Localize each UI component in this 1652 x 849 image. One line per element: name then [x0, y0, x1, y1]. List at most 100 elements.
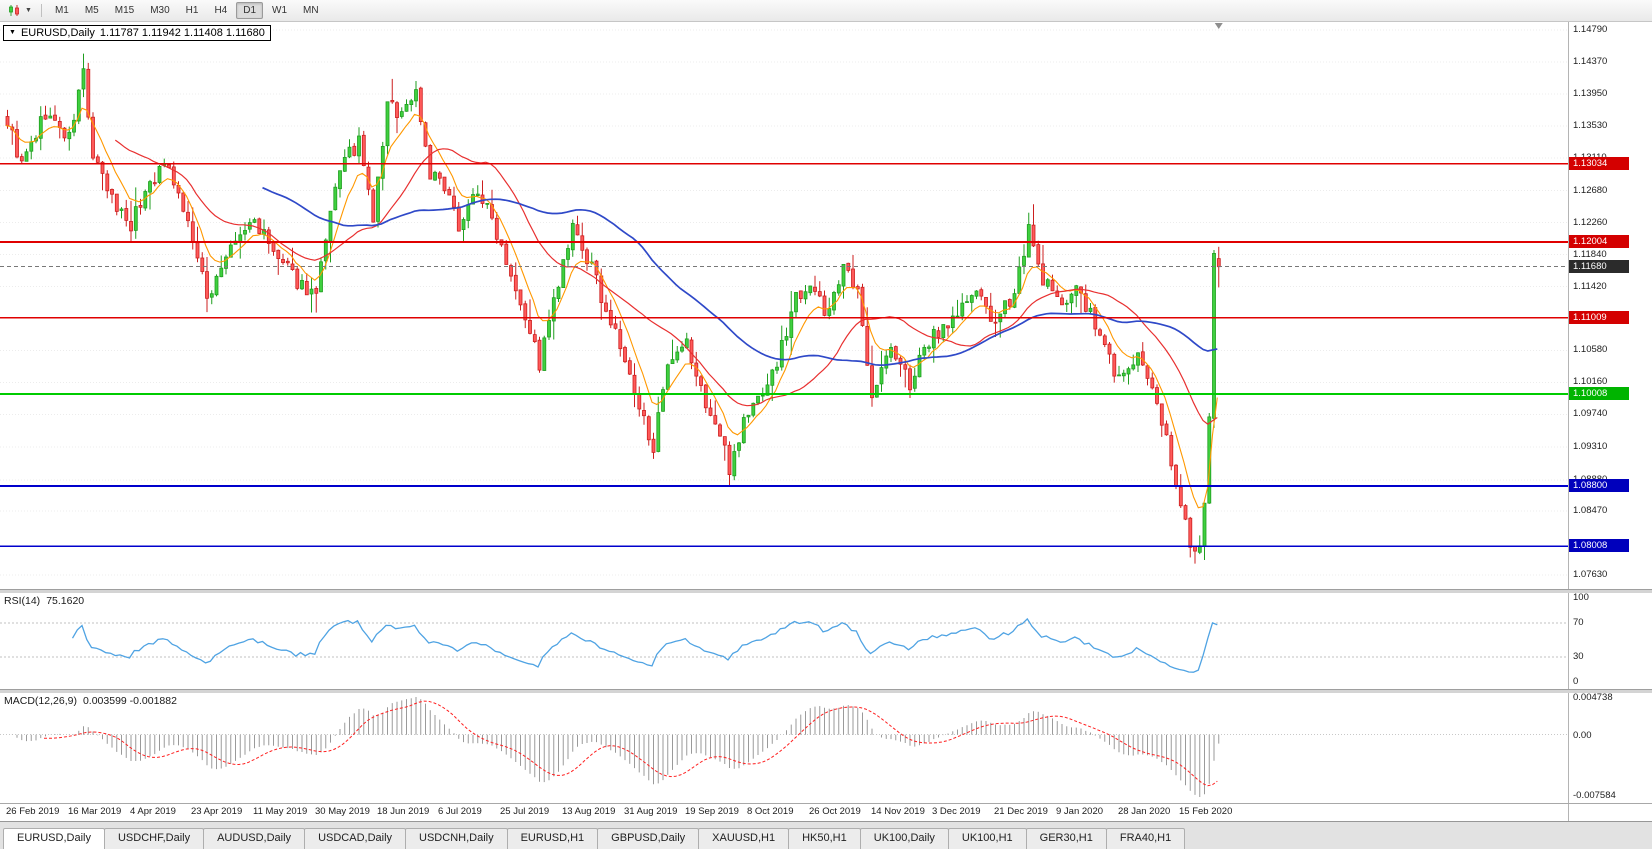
chart-tab-fra40-h1[interactable]: FRA40,H1 [1105, 828, 1186, 849]
candlestick-chart-icon [9, 5, 19, 16]
price-level-badge[interactable]: 1.08800 [1569, 478, 1629, 492]
rsi-value: 75.1620 [46, 595, 85, 607]
macd-axis[interactable]: 0.004738 0.00 -0.007584 [1569, 693, 1652, 803]
current-price-badge: 1.11680 [1569, 259, 1629, 273]
timeframe-button-M30[interactable]: M30 [150, 5, 170, 16]
chart-tab-audusd-daily[interactable]: AUDUSD,Daily [203, 828, 306, 849]
timeframe-button-W1[interactable]: W1 [272, 5, 288, 16]
price-tick: 1.10580 [1573, 344, 1608, 356]
timeframe-button-M5[interactable]: M5 [84, 5, 99, 16]
macd-tick: 0.00 [1573, 729, 1592, 741]
date-label: 13 Aug 2019 [562, 806, 616, 817]
date-label: 8 Oct 2019 [747, 806, 794, 817]
ma-line-sma55[interactable] [262, 186, 1218, 366]
macd-pane: MACD(12,26,9) 0.003599 -0.001882 0.004738… [0, 693, 1652, 803]
date-label: 11 May 2019 [253, 806, 308, 817]
macd-signal-line [44, 700, 1218, 787]
date-label: 28 Jan 2020 [1118, 806, 1171, 817]
chart-tab-gbpusd-daily[interactable]: GBPUSD,Daily [597, 828, 700, 849]
macd-chart-canvas[interactable]: MACD(12,26,9) 0.003599 -0.001882 [0, 693, 1569, 803]
price-tick: 1.11840 [1573, 248, 1607, 260]
macd-histogram [11, 697, 1220, 797]
price-level-badge[interactable]: 1.11009 [1569, 310, 1629, 324]
rsi-macd-divider[interactable] [0, 689, 1652, 693]
chart-type-dropdown[interactable]: ▼ [4, 2, 36, 19]
macd-values: 0.003599 -0.001882 [82, 695, 177, 707]
price-tick: 1.10160 [1573, 376, 1608, 388]
axis-corner [1569, 804, 1652, 821]
timeframe-button-H1[interactable]: H1 [185, 5, 199, 16]
date-label: 6 Jul 2019 [438, 806, 482, 817]
macd-label: MACD(12,26,9) 0.003599 -0.001882 [4, 695, 177, 707]
chart-tab-uk100-h1[interactable]: UK100,H1 [947, 828, 1027, 849]
date-axis-row: 26 Feb 2019 16 Mar 2019 4 Apr 2019 23 Apr 2… [0, 803, 1652, 821]
date-label: 23 Apr 2019 [191, 806, 243, 817]
chart-tab-hk50-h1[interactable]: HK50,H1 [788, 828, 861, 849]
timeframe-button-MN[interactable]: MN [303, 5, 319, 16]
price-tick: 1.13530 [1573, 119, 1608, 131]
date-label: 26 Oct 2019 [809, 806, 861, 817]
date-label: 26 Feb 2019 [6, 806, 60, 817]
date-axis[interactable]: 26 Feb 2019 16 Mar 2019 4 Apr 2019 23 Apr 2… [0, 804, 1569, 821]
chart-tab-eurusd-h1[interactable]: EURUSD,H1 [506, 828, 599, 849]
price-tick: 1.12680 [1573, 184, 1608, 196]
candles [5, 53, 1221, 564]
date-label: 9 Jan 2020 [1056, 806, 1104, 817]
chart-tab-eurusd-daily[interactable]: EURUSD,Daily [3, 828, 105, 849]
macd-tick: -0.007584 [1573, 790, 1616, 801]
price-axis[interactable]: 1.147901.143701.139501.135301.131101.126… [1569, 22, 1652, 589]
chevron-down-icon: ▼ [25, 7, 32, 14]
price-rsi-divider[interactable] [0, 589, 1652, 593]
chart-tab-usdchf-daily[interactable]: USDCHF,Daily [103, 828, 205, 849]
timeframe-button-H4[interactable]: H4 [214, 5, 228, 16]
timeframe-button-M1[interactable]: M1 [54, 5, 69, 16]
rsi-svg [0, 617, 1568, 673]
price-level-badge[interactable]: 1.12004 [1569, 235, 1629, 249]
timeframe-button-M15[interactable]: M15 [114, 5, 135, 16]
ma-line-ema8[interactable] [5, 107, 1218, 509]
price-tick: 1.13950 [1573, 87, 1608, 99]
toolbar-separator [40, 4, 42, 17]
price-tick: 1.14370 [1573, 55, 1608, 67]
rsi-name: RSI(14) [4, 595, 41, 607]
toolbar: ▼ M1 M5 M15 M30 H1 H4 D1 W1 MN [0, 0, 1652, 22]
rsi-chart-canvas[interactable]: RSI(14) 75.1620 [0, 593, 1569, 689]
timeframe-button-D1[interactable]: D1 [236, 2, 264, 19]
price-level-badge[interactable]: 1.08008 [1569, 539, 1629, 553]
price-level-badge[interactable]: 1.10008 [1569, 386, 1629, 400]
rsi-axis[interactable]: 100 70 30 0 [1569, 593, 1652, 689]
chart-tab-ger30-h1[interactable]: GER30,H1 [1025, 828, 1107, 849]
collapse-triangle-icon[interactable]: ▼ [9, 29, 16, 36]
price-tick: 1.14790 [1573, 24, 1608, 35]
chart-tab-usdcad-daily[interactable]: USDCAD,Daily [304, 828, 407, 849]
rsi-label: RSI(14) 75.1620 [4, 595, 84, 607]
date-label: 30 May 2019 [315, 806, 370, 817]
chart-tab-xauusd-h1[interactable]: XAUUSD,H1 [698, 828, 790, 849]
date-label: 18 Jun 2019 [377, 806, 430, 817]
date-label: 21 Dec 2019 [994, 806, 1048, 817]
chart-symbol-title: EURUSD,Daily [20, 27, 95, 39]
chart-window: ▼ EURUSD,Daily 1.11787 1.11942 1.11408 1… [0, 22, 1652, 821]
rsi-tick: 70 [1573, 617, 1584, 629]
ma-line-sma24[interactable] [114, 139, 1218, 425]
macd-name: MACD(12,26,9) [4, 695, 77, 707]
rsi-line [71, 617, 1218, 673]
rsi-tick: 0 [1573, 676, 1579, 687]
price-pane: ▼ EURUSD,Daily 1.11787 1.11942 1.11408 1… [0, 22, 1652, 589]
date-label: 19 Sep 2019 [685, 806, 739, 817]
timeframe-buttons: M1 M5 M15 M30 H1 H4 D1 W1 MN [47, 2, 327, 19]
date-label: 25 Jul 2019 [500, 806, 550, 817]
price-tick: 1.09310 [1573, 441, 1608, 453]
chart-shift-marker-icon[interactable] [1214, 23, 1223, 29]
date-label: 16 Mar 2019 [68, 806, 122, 817]
price-chart-canvas[interactable]: ▼ EURUSD,Daily 1.11787 1.11942 1.11408 1… [0, 22, 1569, 589]
date-label: 4 Apr 2019 [130, 806, 176, 817]
rsi-tick: 30 [1573, 650, 1584, 662]
price-level-badge[interactable]: 1.13034 [1569, 156, 1629, 170]
price-tick: 1.07630 [1573, 569, 1608, 580]
price-tick: 1.12260 [1573, 216, 1608, 228]
rsi-pane: RSI(14) 75.1620 100 70 30 0 [0, 593, 1652, 689]
chart-tab-uk100-daily[interactable]: UK100,Daily [859, 828, 949, 849]
chart-tab-usdcnh-daily[interactable]: USDCNH,Daily [405, 828, 508, 849]
